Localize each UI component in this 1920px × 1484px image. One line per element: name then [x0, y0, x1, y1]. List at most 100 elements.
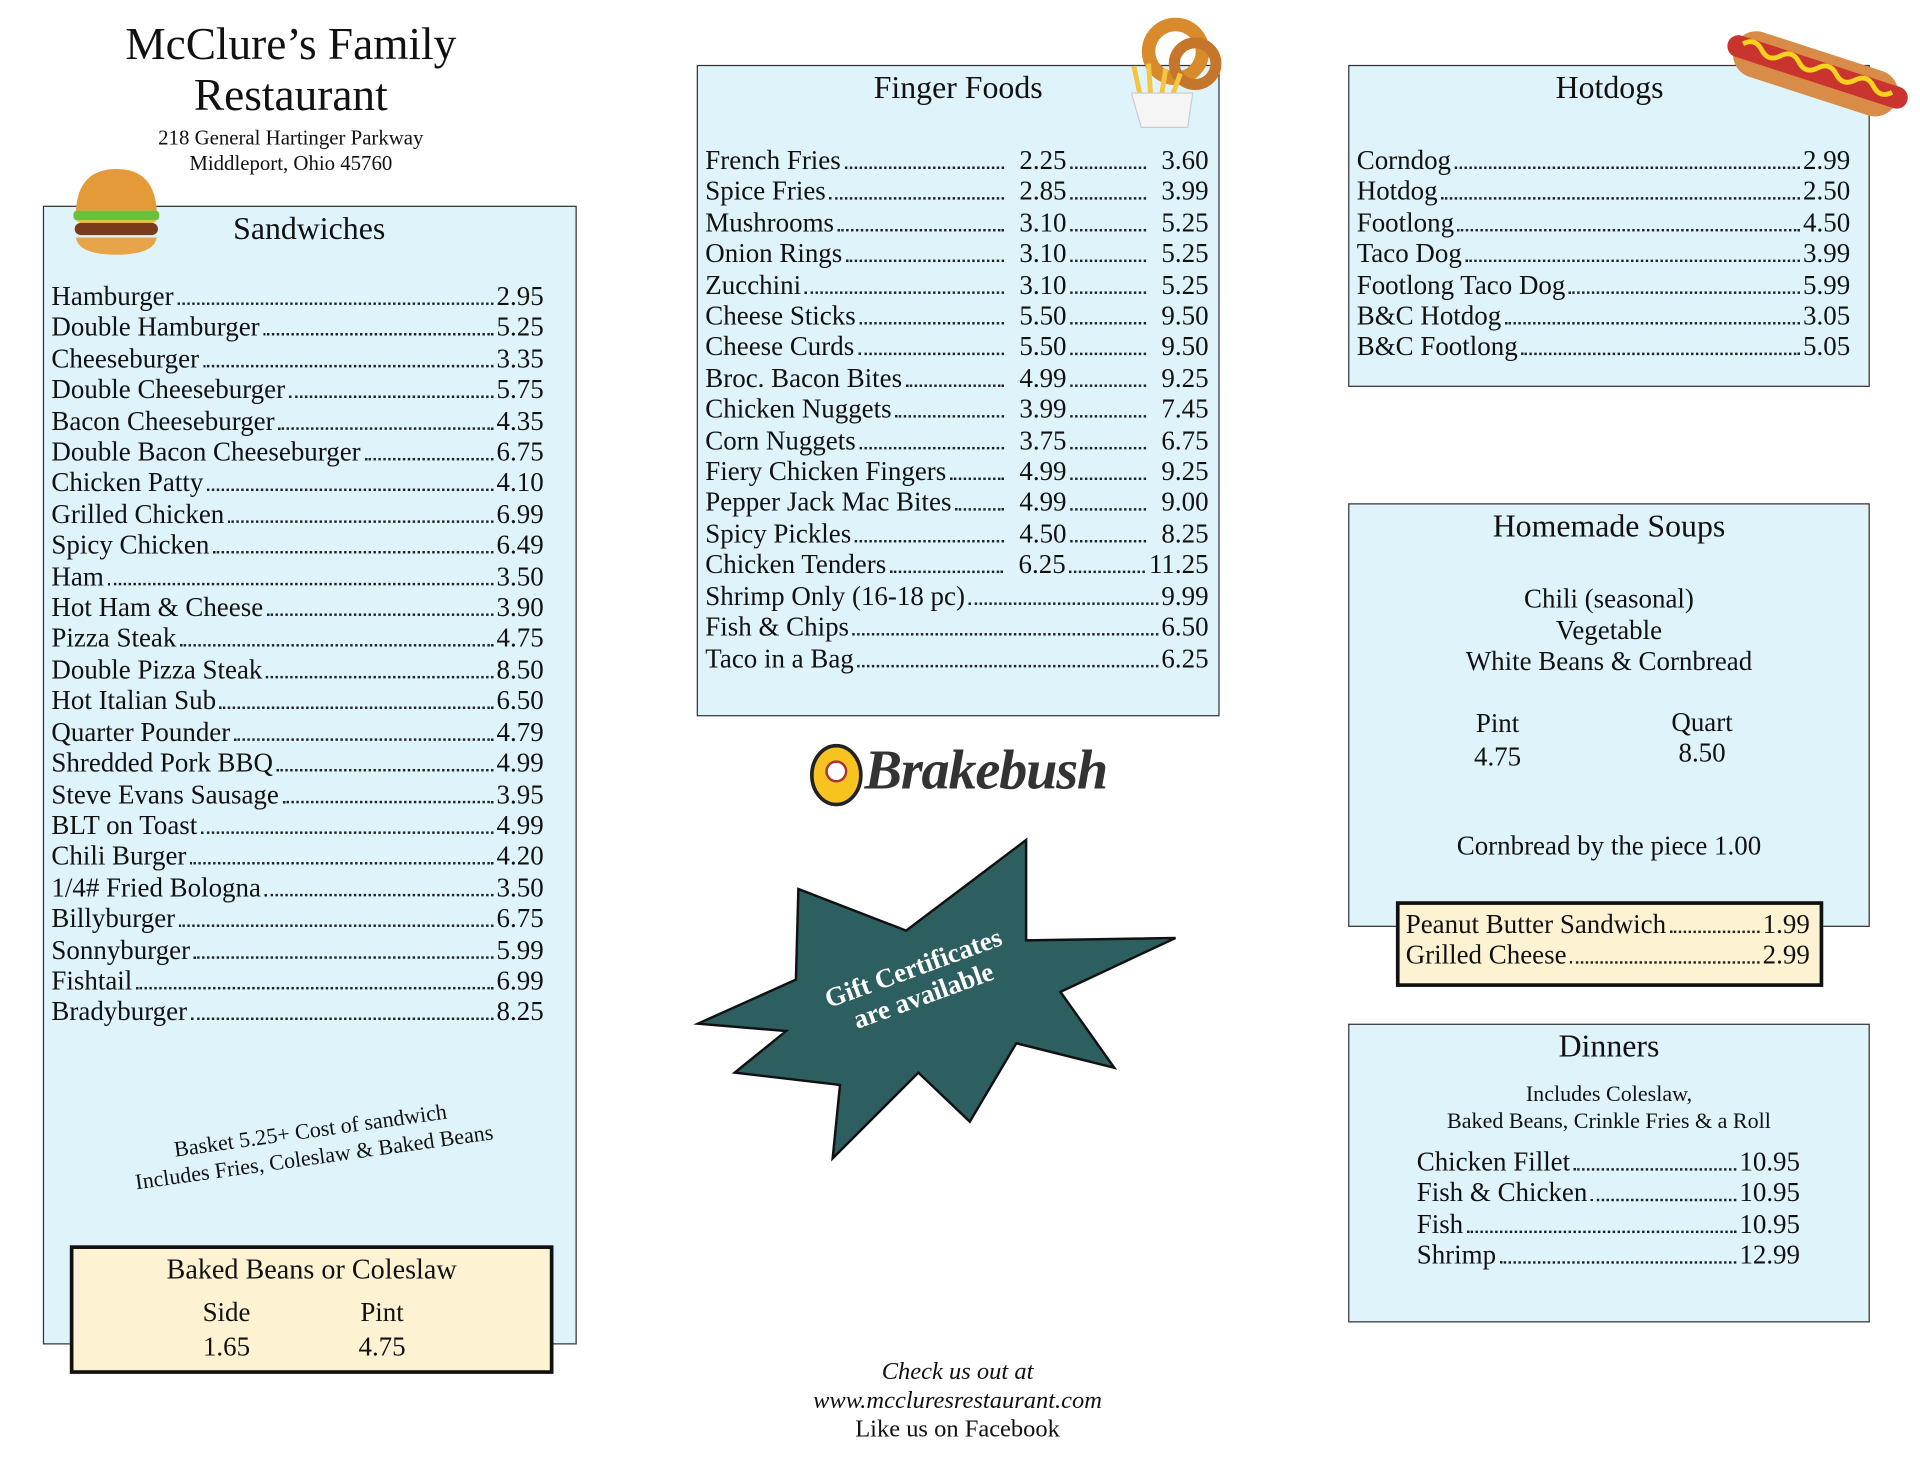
menu-item: Chicken Tenders 6.25 11.25	[705, 549, 1208, 580]
item-price: 6.50	[496, 684, 544, 716]
item-name: Footlong Taco Dog	[1356, 268, 1566, 300]
dot-leader	[829, 197, 1005, 201]
menu-item: Peanut Butter Sandwich 1.99	[1406, 909, 1810, 940]
menu-item: Taco in a Bag 6.25	[705, 642, 1208, 673]
menu-item: Chicken Nuggets 3.99 7.45	[705, 393, 1208, 424]
menu-item: Hot Italian Sub 6.50	[51, 685, 543, 716]
menu-item: Spice Fries 2.85 3.99	[705, 176, 1208, 207]
dot-leader	[193, 955, 493, 959]
dot-leader	[206, 489, 493, 492]
fries-icon	[1130, 17, 1222, 128]
item-price: 2.85	[1019, 175, 1067, 207]
menu-item: Zucchini 3.10 5.25	[705, 269, 1208, 300]
menu-item: Fish 10.95	[1417, 1208, 1800, 1239]
item-price: 5.75	[496, 373, 544, 405]
dot-leader	[202, 364, 493, 368]
menu-item: Hot Ham & Cheese 3.90	[51, 592, 543, 623]
item-name: Double Cheeseburger	[51, 373, 286, 405]
dot-leader	[200, 831, 493, 834]
menu-item: Fiery Chicken Fingers 4.99 9.25	[705, 456, 1208, 487]
item-price: 9.00	[1161, 486, 1209, 518]
item-name: Cheese Curds	[705, 331, 855, 362]
footer: Check us out at www.mccluresrestaurant.c…	[713, 1358, 1203, 1444]
item-price: 12.99	[1739, 1239, 1801, 1271]
item-name: Bacon Cheeseburger	[51, 404, 275, 436]
dot-leader	[968, 602, 1158, 605]
item-price: 4.35	[496, 404, 544, 436]
dot-leader	[1070, 415, 1147, 418]
sides-title: Baked Beans or Coleslaw	[166, 1253, 457, 1285]
dot-leader	[212, 551, 493, 554]
item-name: Zucchini	[705, 268, 802, 300]
item-name: Broc. Bacon Bites	[705, 362, 903, 393]
dot-leader	[1070, 508, 1147, 512]
sandwich-list: Hamburger 2.95 Double Hamburger 5.25 Cheeseb…	[51, 280, 543, 1027]
finger-food-list: French Fries 2.25 3.60 Spice Fries 2.85 3.99 M…	[705, 144, 1208, 673]
dot-leader	[266, 613, 493, 616]
section-title: Sandwiches	[233, 210, 386, 247]
soups-panel	[1348, 503, 1870, 927]
menu-item: Footlong Taco Dog 5.99	[1357, 269, 1850, 300]
dot-leader	[1070, 322, 1147, 325]
item-price: 2.95	[496, 280, 544, 312]
dot-leader	[266, 675, 493, 679]
dot-leader	[1569, 290, 1800, 294]
menu-item: French Fries 2.25 3.60	[705, 144, 1208, 175]
dot-leader	[263, 333, 493, 337]
item-name: Onion Rings	[705, 237, 843, 269]
size-col: Quart 8.50	[1641, 707, 1763, 768]
item-name: Fish & Chicken	[1416, 1177, 1588, 1208]
dot-leader	[1070, 290, 1147, 294]
item-price: 6.49	[496, 529, 544, 560]
dot-leader	[264, 893, 493, 896]
item-name: Spicy Chicken	[51, 529, 210, 560]
extras-panel	[1395, 901, 1824, 987]
menu-item: Grilled Cheese 2.99	[1406, 940, 1810, 971]
item-name: Double Pizza Steak	[51, 653, 263, 685]
item-name: Spice Fries	[705, 175, 826, 207]
item-name: Taco Dog	[1356, 237, 1462, 269]
item-name: B&C Hotdog	[1356, 300, 1502, 331]
cornbread: Cornbread by the piece 1.00	[1456, 830, 1762, 861]
menu-item: Bacon Cheeseburger 4.35	[51, 405, 543, 436]
dot-leader	[1070, 166, 1147, 169]
item-name: Fishtail	[51, 964, 133, 996]
item-name: Chicken Nuggets	[705, 393, 892, 424]
item-price: 5.25	[1161, 206, 1209, 238]
extras-list: Peanut Butter Sandwich 1.99 Grilled Cheese…	[1406, 909, 1810, 971]
item-name: Steve Evans Sausage	[51, 778, 279, 809]
menu-item: Ham 3.50	[51, 560, 543, 591]
menu-item: Fish & Chicken 10.95	[1417, 1177, 1800, 1208]
item-price: 5.25	[1161, 237, 1209, 269]
dot-leader	[135, 986, 493, 990]
dot-leader	[227, 520, 493, 523]
dot-leader	[1570, 961, 1759, 965]
item-price: 6.75	[496, 435, 544, 467]
menu-item: Double Pizza Steak 8.50	[51, 654, 543, 685]
title-line: McClure’s Family	[125, 19, 457, 70]
menu-item: Corndog 2.99	[1357, 144, 1850, 175]
dot-leader	[1070, 446, 1147, 449]
menu-item: Broc. Bacon Bites 4.99 9.25	[705, 362, 1208, 393]
section-title: Finger Foods	[873, 69, 1043, 106]
menu-item: Shrimp 12.99	[1417, 1239, 1800, 1270]
menu-item: Chicken Patty 4.10	[51, 467, 543, 498]
item-name: Fish	[1416, 1208, 1464, 1239]
dot-leader	[889, 570, 1004, 574]
dot-leader	[1504, 322, 1800, 325]
dot-leader	[1070, 477, 1147, 481]
item-price: 4.99	[1019, 455, 1067, 487]
menu-item: Fishtail 6.99	[51, 965, 543, 996]
dot-leader	[1466, 1230, 1736, 1233]
footer-url: www.mccluresrestaurant.com	[813, 1386, 1102, 1414]
footer-line: Like us on Facebook	[855, 1415, 1060, 1443]
item-price: 4.50	[1803, 206, 1851, 238]
item-name: Peanut Butter Sandwich	[1405, 908, 1667, 940]
item-name: Fiery Chicken Fingers	[705, 455, 947, 487]
dot-leader	[219, 706, 493, 710]
soup-varieties: Chili (seasonal) Vegetable White Beans &…	[1348, 583, 1870, 677]
item-name: Taco in a Bag	[705, 642, 854, 673]
item-price: 9.25	[1161, 362, 1209, 393]
item-name: Shrimp	[1416, 1239, 1497, 1271]
item-price: 4.50	[1019, 517, 1067, 549]
